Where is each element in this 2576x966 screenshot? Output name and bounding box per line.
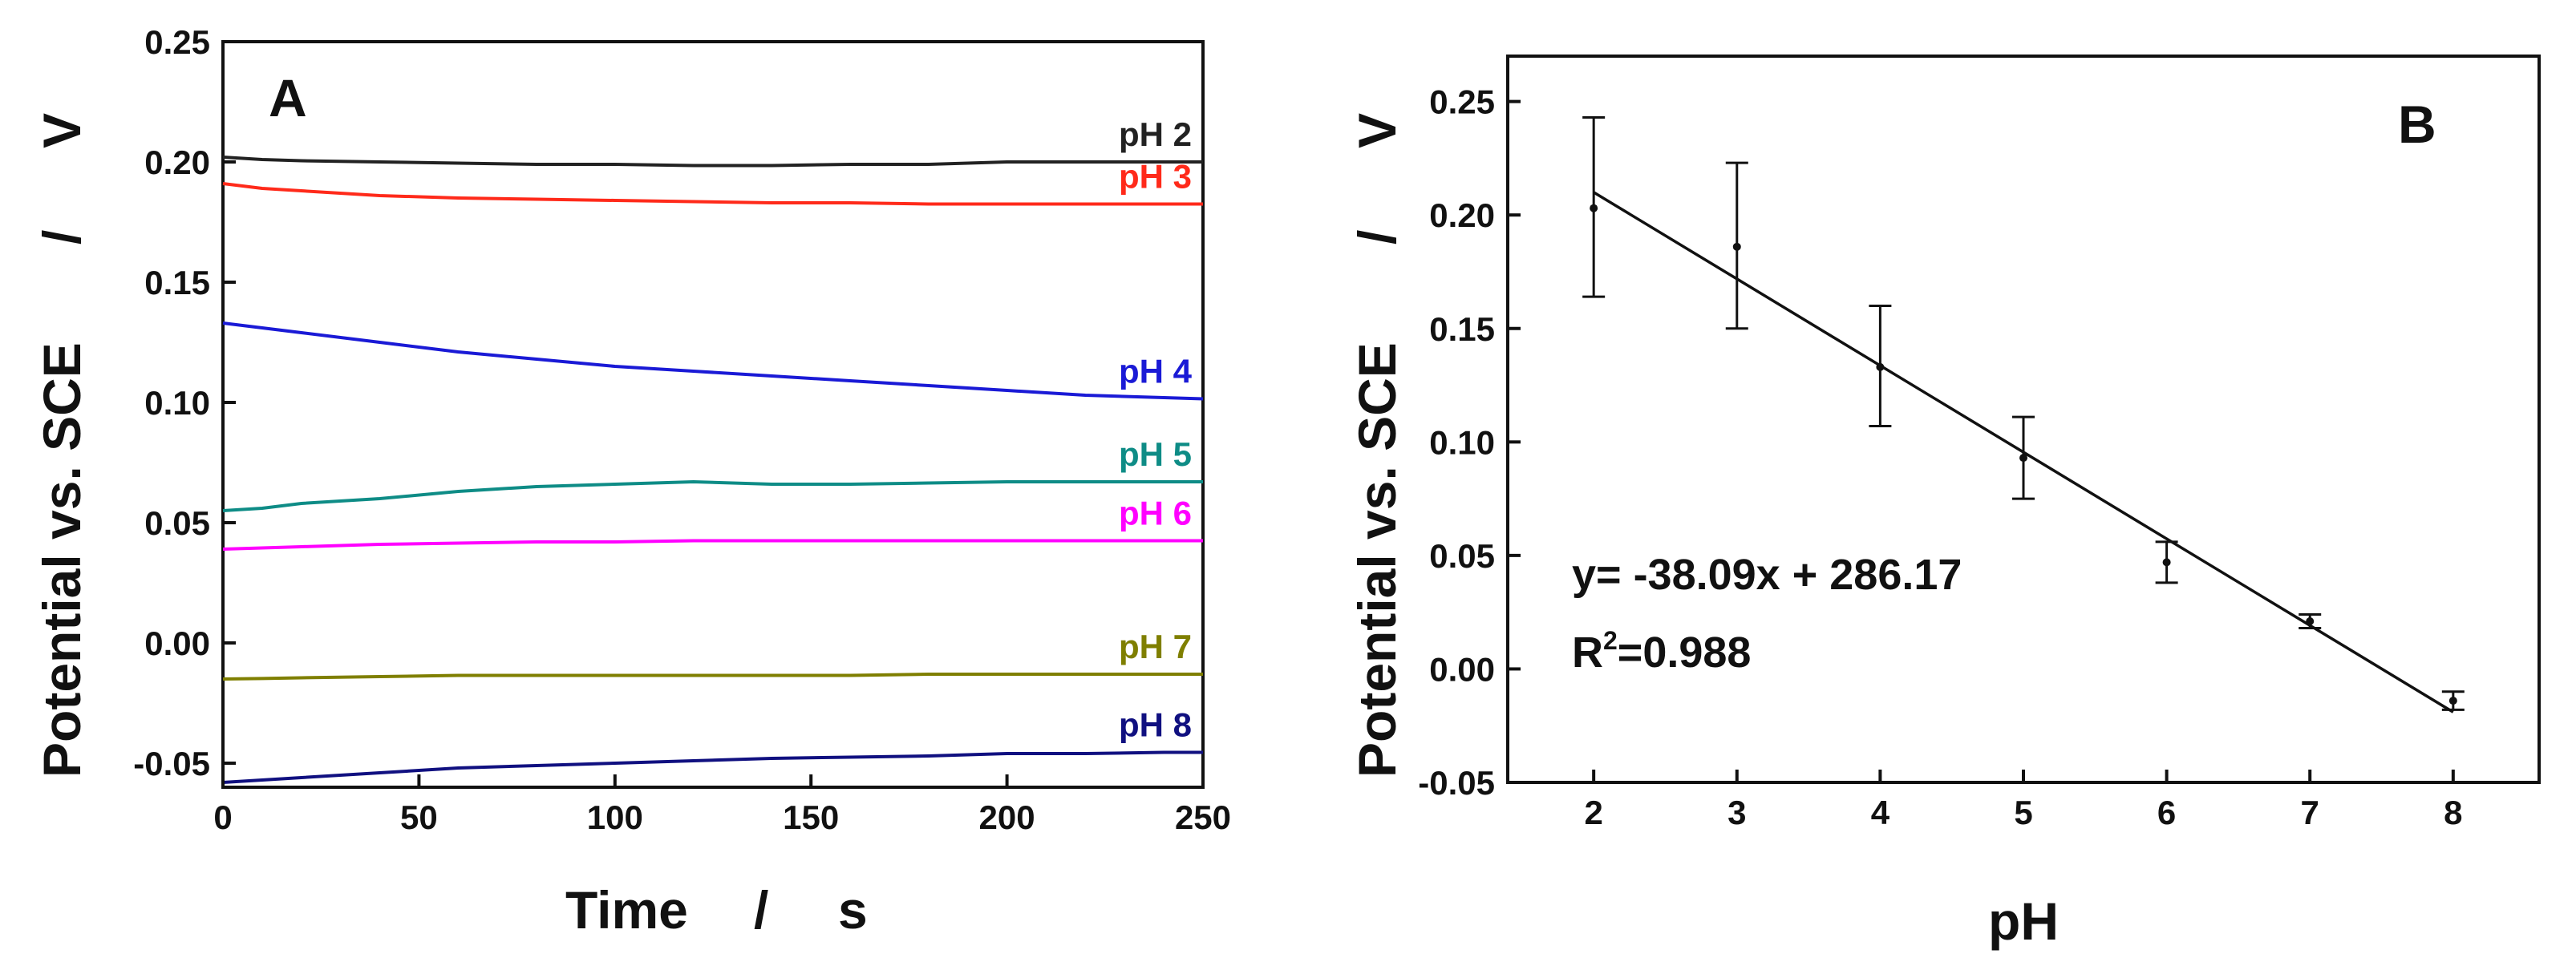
panel-b-x-tick-label: 2	[1584, 794, 1602, 831]
panel-b-y-title-unit: V	[1347, 113, 1407, 148]
r-squared-superscript: 2	[1603, 626, 1618, 655]
panel-b-y-axis-title: Potential vs. SCE / V	[1347, 113, 1407, 778]
panel-b-y-tick-label: 0.25	[1429, 83, 1495, 121]
panel-a-y-tick-label: 0.20	[144, 143, 210, 181]
panel-b-data	[1582, 115, 2465, 713]
panel-a-x-title-quantity: Time	[565, 880, 688, 940]
series-line-ph-5	[222, 479, 1203, 512]
panel-b-y-title-separator: /	[1347, 230, 1407, 245]
panel-a: pH 2 pH 3 pH 4 pH 5 pH 6 pH 7 pH 8 0 50 100 150 20…	[32, 23, 1231, 940]
panel-b: 2 3 4 5 6 7 8 -0.05 0.00 0.05 0.10 0.15 0.20 0.25 B y…	[1347, 55, 2541, 951]
panel-b-x-tick-label: 5	[2014, 794, 2032, 831]
panel-a-y-tick-label: -0.05	[133, 745, 210, 782]
data-point	[2019, 454, 2027, 463]
panel-b-y-tick-label: 0.20	[1429, 196, 1495, 234]
panel-b-y-title-quantity: Potential vs. SCE	[1347, 342, 1407, 778]
panel-b-x-tick-label: 3	[1727, 794, 1746, 831]
series-line-ph-2	[222, 156, 1203, 168]
panel-a-y-axis-title: Potential vs. SCE / V	[32, 113, 91, 778]
series-label-ph-6: pH 6	[1119, 495, 1192, 532]
panel-b-label: B	[2398, 95, 2436, 154]
panel-a-x-tick-label: 0	[213, 798, 232, 836]
panel-a-x-title-unit: s	[838, 880, 868, 940]
panel-a-plot-frame	[221, 40, 1205, 789]
panel-a-x-axis-title: Time / s	[565, 880, 868, 940]
r-squared-symbol: R	[1572, 629, 1603, 677]
panel-b-x-tick-label: 7	[2301, 794, 2319, 831]
panel-a-y-tick-label: 0.00	[144, 624, 210, 662]
panel-a-x-tick-label: 50	[400, 798, 438, 836]
panel-a-y-title-unit: V	[32, 113, 91, 148]
panel-b-x-axis-title: pH	[1988, 891, 2059, 951]
panel-a-label: A	[269, 68, 307, 127]
series-label-ph-5: pH 5	[1119, 435, 1192, 473]
panel-a-y-title-separator: /	[32, 230, 91, 245]
panel-a-y-tick-label: 0.15	[144, 264, 210, 301]
panel-a-ticks: 0 50 100 150 200 250 -0.05 0.00 0.05 0.10 0.15 0.20…	[133, 23, 1231, 836]
panel-a-x-title-separator: /	[754, 880, 768, 940]
series-line-ph-6	[222, 539, 1203, 551]
series-line-ph-3	[222, 182, 1203, 206]
panel-b-x-tick-label: 8	[2444, 794, 2462, 831]
panel-b-y-tick-label: 0.05	[1429, 537, 1495, 575]
panel-a-y-tick-label: 0.10	[144, 384, 210, 422]
r-squared: R2=0.988	[1572, 626, 1751, 677]
panel-a-y-tick-label: 0.25	[144, 23, 210, 61]
series-label-ph-2: pH 2	[1119, 115, 1192, 153]
r-squared-value: =0.988	[1618, 629, 1752, 677]
series-label-ph-8: pH 8	[1119, 706, 1192, 744]
series-label-ph-3: pH 3	[1119, 158, 1192, 196]
data-point	[1590, 204, 1598, 212]
fit-equation: y= -38.09x + 286.17	[1572, 551, 1962, 599]
data-point	[1732, 242, 1741, 251]
series-line-ph-8	[222, 750, 1203, 784]
panel-a-x-tick-label: 250	[1175, 798, 1231, 836]
panel-b-y-tick-label: 0.15	[1429, 310, 1495, 348]
panel-a-x-tick-label: 200	[979, 798, 1035, 836]
panel-a-x-tick-label: 150	[783, 798, 839, 836]
panel-b-y-tick-label: -0.05	[1418, 764, 1495, 802]
series-line-ph-4	[222, 321, 1204, 401]
series-label-ph-7: pH 7	[1119, 628, 1192, 665]
panel-b-x-tick-label: 6	[2157, 794, 2176, 831]
data-point	[2448, 697, 2457, 705]
panel-b-y-tick-label: 0.00	[1429, 650, 1495, 688]
panel-a-y-title-quantity: Potential vs. SCE	[32, 342, 91, 778]
panel-b-x-tick-label: 4	[1871, 794, 1890, 831]
data-point	[2306, 616, 2315, 625]
panel-b-y-tick-label: 0.10	[1429, 423, 1495, 461]
panel-b-ticks: 2 3 4 5 6 7 8 -0.05 0.00 0.05 0.10 0.15 0.20 0.25	[1418, 83, 2462, 831]
data-point	[2162, 558, 2171, 567]
data-point	[1876, 362, 1885, 371]
panel-a-x-tick-label: 100	[587, 798, 643, 836]
series-label-ph-4: pH 4	[1119, 353, 1193, 390]
panel-a-y-tick-label: 0.05	[144, 504, 210, 542]
panel-a-series: pH 2 pH 3 pH 4 pH 5 pH 6 pH 7 pH 8	[222, 115, 1204, 784]
series-line-ph-7	[222, 673, 1203, 681]
